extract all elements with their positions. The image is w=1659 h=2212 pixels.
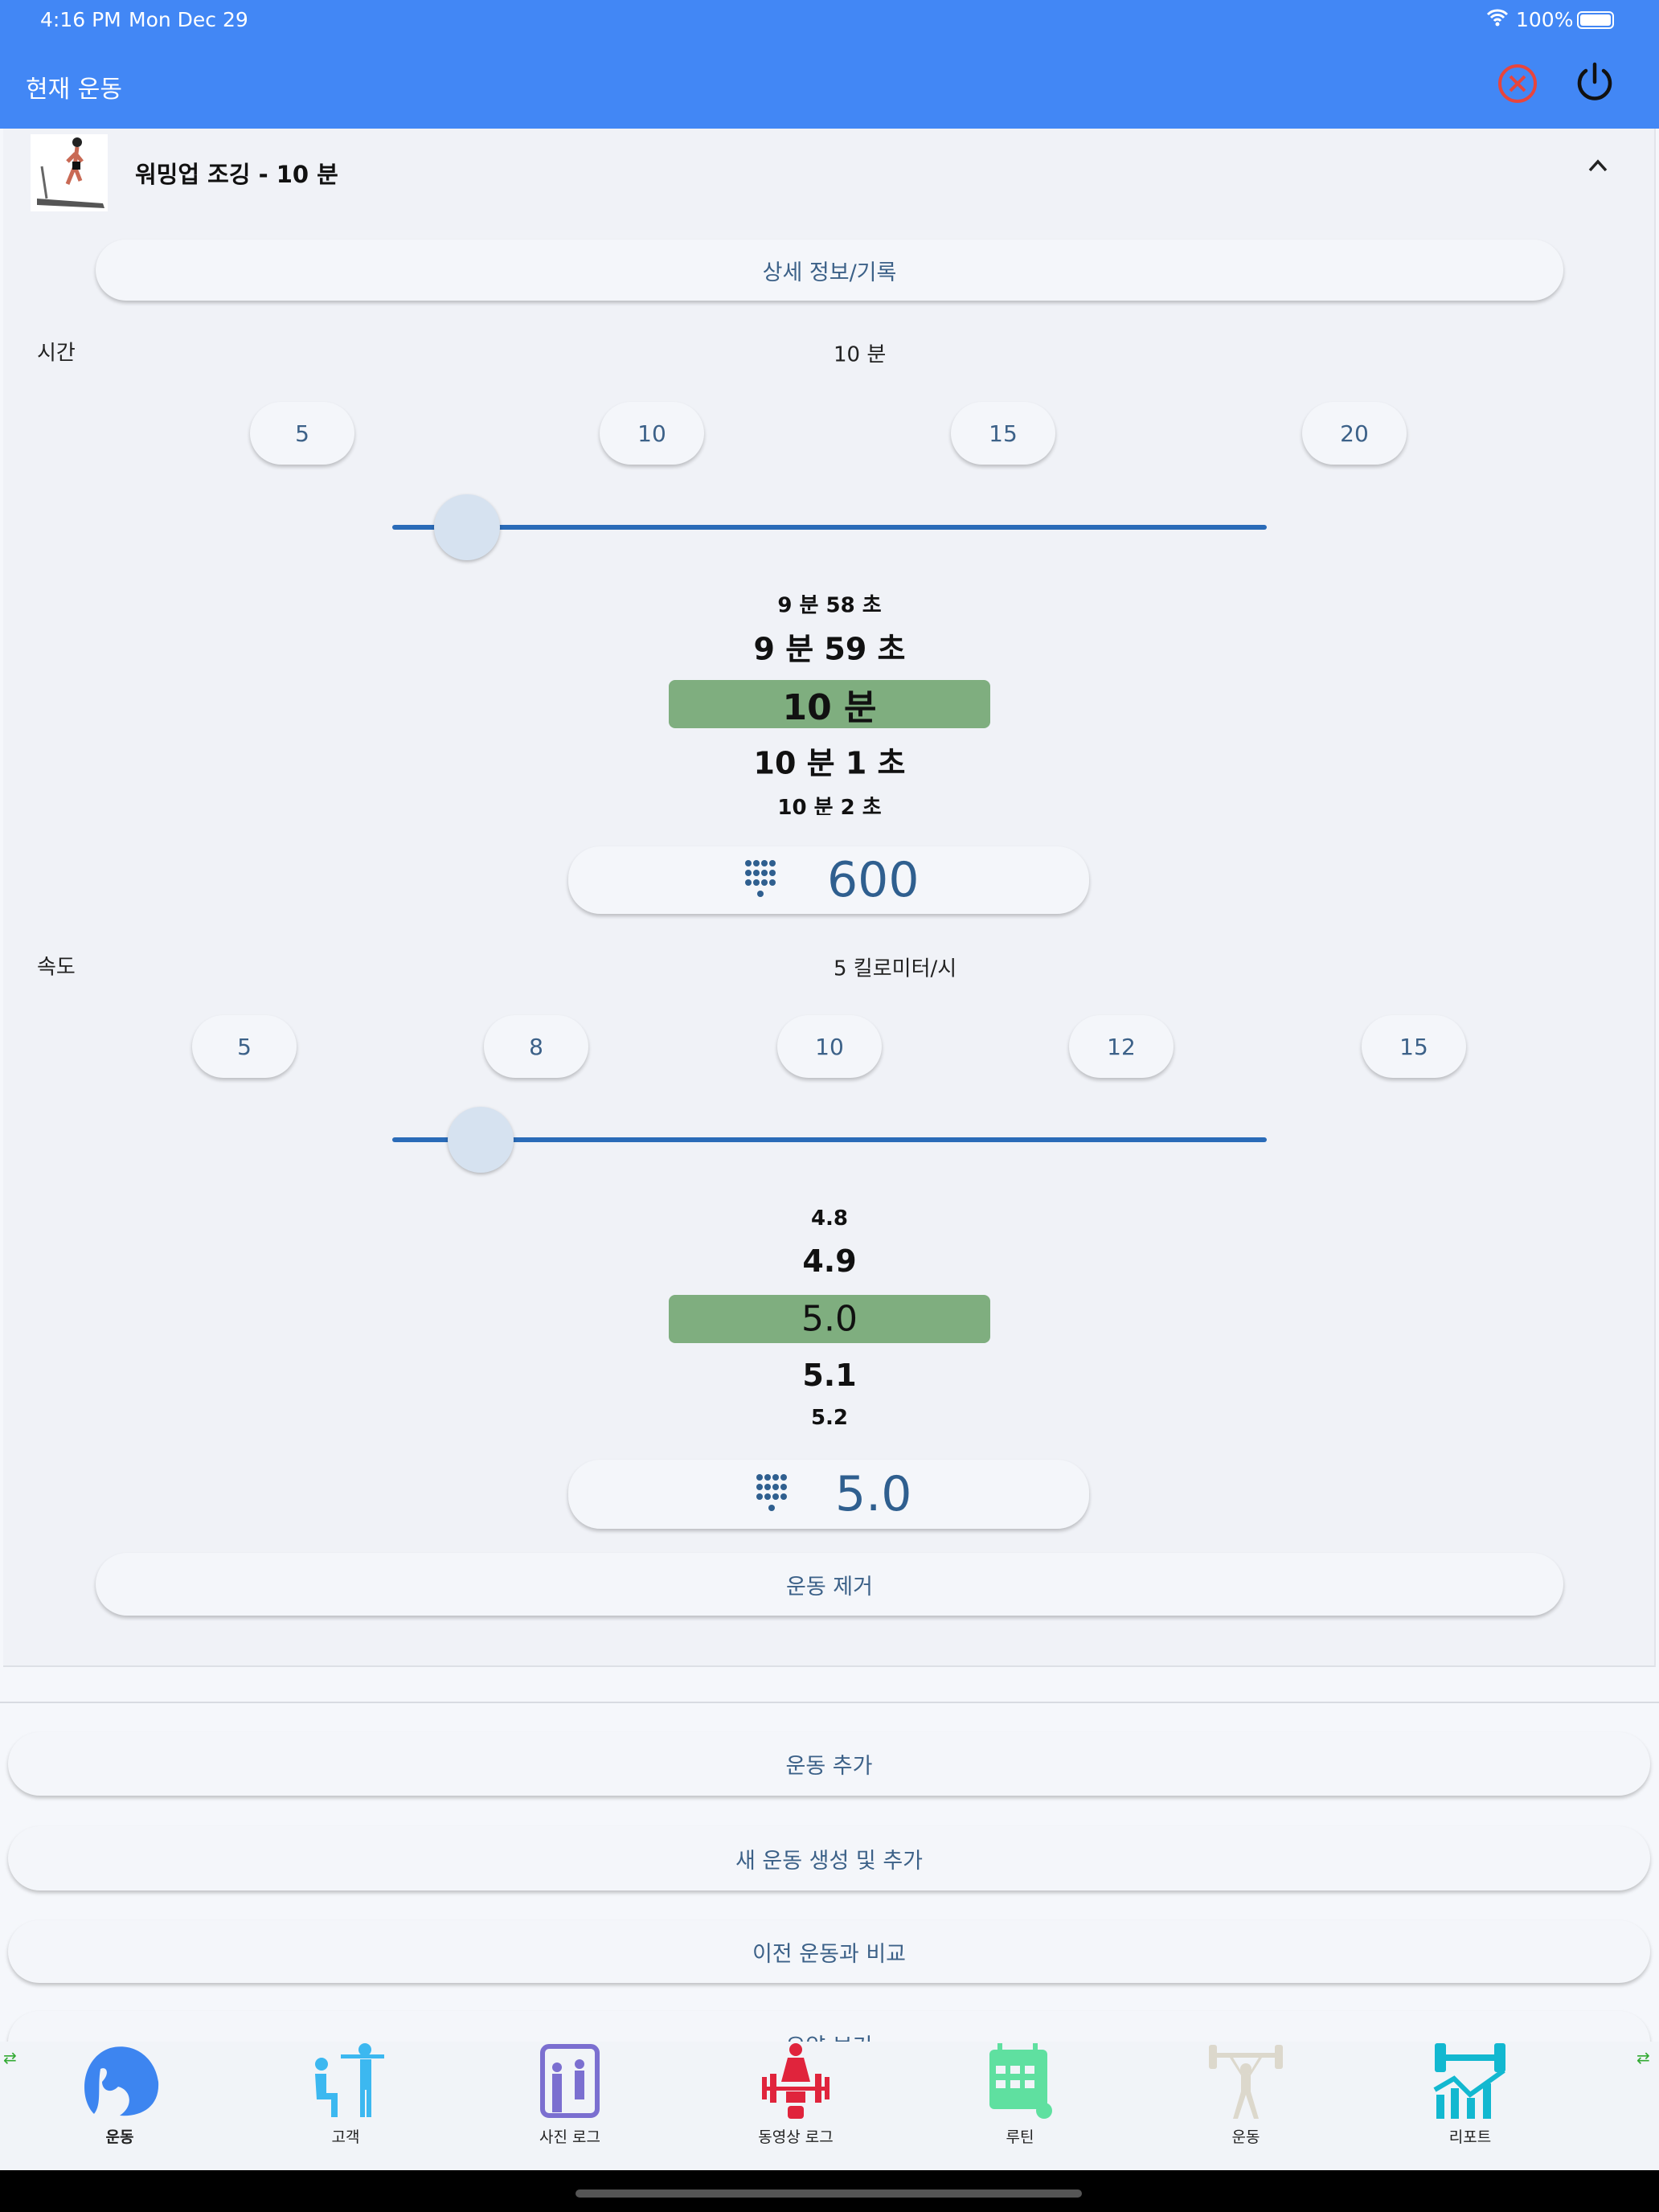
time-picker-item[interactable]: 10 분 1 초 bbox=[753, 745, 906, 781]
speed-input[interactable]: 5.0 bbox=[568, 1460, 1089, 1529]
trainer-client-icon bbox=[315, 2043, 384, 2117]
time-value-text: 10 분 bbox=[834, 342, 887, 367]
keypad-icon bbox=[745, 860, 776, 897]
video-log-icon bbox=[762, 2043, 830, 2119]
nav-item-routine[interactable]: 루틴 bbox=[940, 2042, 1100, 2162]
exercise-title: 워밍업 조깅 - 10 분 bbox=[135, 161, 338, 188]
weightlifter-icon bbox=[1209, 2045, 1283, 2119]
speed-preset-10[interactable]: 10 bbox=[777, 1015, 882, 1078]
speed-picker-item[interactable]: 5.1 bbox=[802, 1358, 857, 1393]
treadmill-image bbox=[31, 134, 108, 211]
chevron-up-icon[interactable] bbox=[1587, 158, 1609, 177]
time-label: 시간 bbox=[37, 341, 76, 366]
add-exercise-button[interactable]: 운동 추가 bbox=[8, 1732, 1650, 1796]
time-picker-item[interactable]: 9 분 59 초 bbox=[753, 631, 906, 667]
calendar-routine-icon bbox=[989, 2043, 1052, 2119]
time-preset-20[interactable]: 20 bbox=[1302, 402, 1407, 465]
divider bbox=[0, 1702, 1659, 1703]
time-slider-thumb[interactable] bbox=[434, 494, 500, 560]
close-circle-icon[interactable] bbox=[1497, 63, 1538, 108]
time-slider-track[interactable] bbox=[392, 525, 1267, 530]
app-header: 현재 운동 bbox=[0, 56, 1659, 129]
report-chart-icon bbox=[1433, 2043, 1505, 2119]
speed-slider-thumb[interactable] bbox=[448, 1107, 514, 1173]
nav-label: 리포트 bbox=[1448, 2128, 1492, 2146]
bottom-nav bbox=[0, 2042, 1659, 2170]
speed-preset-5[interactable]: 5 bbox=[192, 1015, 297, 1078]
nav-item-clients[interactable]: 고객 bbox=[265, 2042, 426, 2162]
nav-item-photo-log[interactable]: 사진 로그 bbox=[490, 2042, 650, 2162]
scroll-right-arrow-icon[interactable]: ⇄ bbox=[1636, 2048, 1650, 2067]
speed-preset-15[interactable]: 15 bbox=[1362, 1015, 1466, 1078]
scroll-left-arrow-icon[interactable]: ⇄ bbox=[3, 2048, 17, 2067]
battery-icon bbox=[1577, 11, 1614, 29]
time-preset-5[interactable]: 5 bbox=[250, 402, 354, 465]
compare-previous-button[interactable]: 이전 운동과 비교 bbox=[8, 1920, 1650, 1983]
time-preset-15[interactable]: 15 bbox=[951, 402, 1055, 465]
photo-log-icon bbox=[540, 2044, 600, 2118]
time-input[interactable]: 600 bbox=[568, 846, 1089, 914]
keypad-icon bbox=[756, 1474, 787, 1511]
time-picker-selection bbox=[669, 680, 990, 728]
nav-item-exercise[interactable]: 운동 bbox=[39, 2042, 200, 2162]
nav-label: 동영상 로그 bbox=[758, 2128, 834, 2146]
speed-slider-track[interactable] bbox=[392, 1137, 1267, 1142]
speed-value-text: 5 킬로미터/시 bbox=[834, 956, 957, 981]
wifi-icon bbox=[1485, 6, 1509, 32]
time-picker-item[interactable]: 9 분 58 초 bbox=[777, 593, 882, 618]
nav-item-report[interactable]: 리포트 bbox=[1390, 2042, 1550, 2162]
speed-picker-selected[interactable]: 5.0 bbox=[801, 1298, 858, 1340]
time-picker-item[interactable]: 10 분 2 초 bbox=[777, 796, 882, 815]
create-add-exercise-button[interactable]: 새 운동 생성 및 추가 bbox=[8, 1826, 1650, 1890]
nav-label: 고객 bbox=[331, 2128, 360, 2146]
page-title: 현재 운동 bbox=[26, 76, 122, 104]
speed-picker-item[interactable]: 4.9 bbox=[802, 1243, 857, 1279]
status-time: 4:16 PM bbox=[40, 8, 121, 31]
battery-percent: 100% bbox=[1516, 8, 1574, 31]
home-bar-area bbox=[0, 2170, 1659, 2212]
speed-picker-selection bbox=[669, 1295, 990, 1343]
remove-exercise-button[interactable]: 운동 제거 bbox=[96, 1553, 1563, 1616]
nav-item-video-log[interactable]: 동영상 로그 bbox=[715, 2042, 876, 2162]
home-indicator[interactable] bbox=[576, 2189, 1082, 2198]
speed-label: 속도 bbox=[37, 955, 76, 980]
nav-label: 사진 로그 bbox=[539, 2128, 600, 2146]
time-input-value: 600 bbox=[827, 852, 920, 908]
status-date: Mon Dec 29 bbox=[129, 8, 248, 31]
speed-picker-item[interactable]: 5.2 bbox=[810, 1406, 849, 1430]
nav-label: 운동 bbox=[105, 2128, 134, 2146]
time-picker-selected[interactable]: 10 분 bbox=[782, 687, 877, 728]
speed-picker-item[interactable]: 4.8 bbox=[810, 1206, 849, 1231]
details-history-button[interactable]: 상세 정보/기록 bbox=[96, 240, 1563, 301]
speed-input-value: 5.0 bbox=[835, 1466, 912, 1522]
status-bar: 4:16 PM Mon Dec 29 100% bbox=[0, 0, 1659, 56]
speed-preset-12[interactable]: 12 bbox=[1069, 1015, 1174, 1078]
nav-label: 운동 bbox=[1231, 2128, 1260, 2146]
power-icon[interactable] bbox=[1574, 61, 1616, 108]
nav-item-workout[interactable]: 운동 bbox=[1165, 2042, 1326, 2162]
time-preset-10[interactable]: 10 bbox=[600, 402, 704, 465]
nav-label: 루틴 bbox=[1006, 2128, 1034, 2146]
muscle-icon bbox=[84, 2046, 159, 2116]
speed-preset-8[interactable]: 8 bbox=[484, 1015, 588, 1078]
